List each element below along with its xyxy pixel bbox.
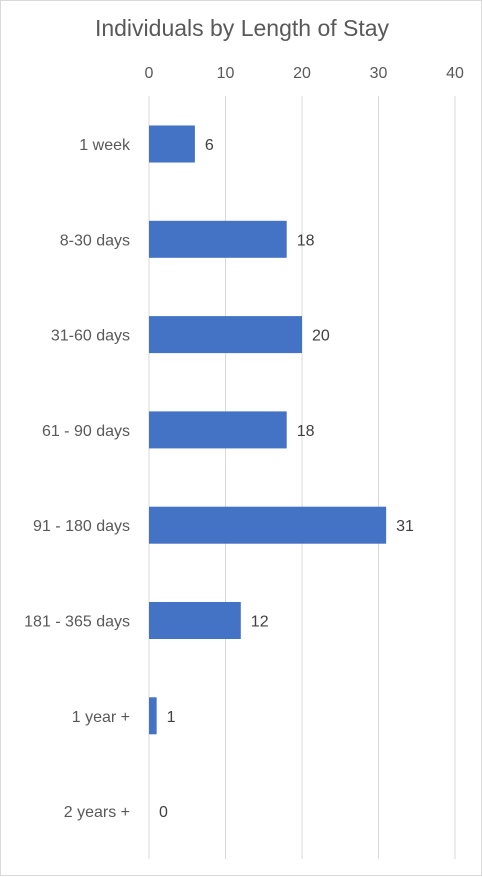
data-label: 18: [297, 423, 315, 440]
category-label: 2 years +: [64, 804, 130, 821]
bar: [149, 220, 287, 258]
data-label: 20: [312, 328, 330, 345]
category-label: 181 - 365 days: [24, 614, 130, 631]
x-tick-label: 40: [446, 65, 464, 82]
data-label: 0: [159, 804, 168, 821]
x-tick-label: 30: [370, 65, 388, 82]
bar: [149, 697, 157, 735]
chart-title: Individuals by Length of Stay: [94, 15, 390, 41]
bar: [149, 125, 195, 163]
bar: [149, 602, 241, 639]
data-label: 31: [396, 518, 414, 535]
category-label: 8-30 days: [60, 232, 130, 249]
category-label: 31-60 days: [51, 328, 130, 345]
x-tick-label: 20: [293, 65, 311, 82]
category-label: 1 year +: [72, 709, 130, 726]
category-label: 61 - 90 days: [42, 423, 130, 440]
data-label: 6: [205, 137, 214, 154]
bar: [149, 411, 287, 449]
x-tick-label: 10: [217, 65, 235, 82]
x-tick-label: 0: [145, 65, 154, 82]
data-label: 1: [167, 709, 176, 726]
bar: [149, 316, 302, 354]
category-label: 91 - 180 days: [33, 518, 130, 535]
category-label: 1 week: [79, 137, 131, 154]
data-label: 12: [251, 614, 269, 631]
bar: [149, 506, 387, 544]
data-label: 18: [297, 232, 315, 249]
